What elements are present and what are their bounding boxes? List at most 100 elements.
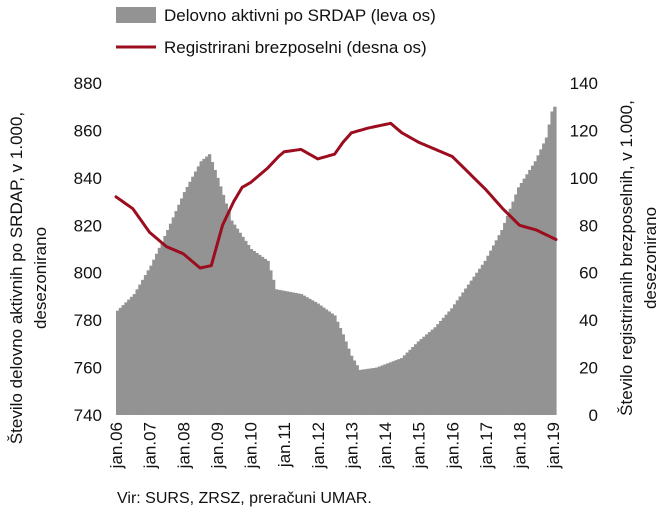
- employment-bar: [419, 339, 423, 415]
- employment-bar: [475, 272, 479, 415]
- employment-bar: [154, 253, 159, 415]
- employment-bar: [369, 368, 373, 415]
- x-tick-label: jan.06: [107, 422, 126, 469]
- employment-bar: [232, 224, 237, 415]
- employment-bar: [249, 249, 254, 415]
- legend: Delovno aktivni po SRDAP (leva os) Regis…: [116, 6, 436, 57]
- employment-bar: [402, 355, 407, 415]
- x-axis-ticks: jan.06 jan.07 jan.08 jan.09 jan.10 jan.11 jan.…: [107, 422, 563, 469]
- employment-bar: [533, 161, 538, 415]
- employment-bar: [196, 166, 201, 415]
- employment-bar: [227, 212, 231, 415]
- legend-label-unemployed: Registrirani brezposelni (desna os): [164, 38, 427, 57]
- employment-bar: [539, 149, 543, 415]
- x-tick-label: jan.10: [242, 422, 261, 469]
- employment-bar: [299, 294, 304, 415]
- employment-bar: [386, 363, 390, 415]
- right-tick-label: 120: [570, 121, 598, 140]
- employment-bar: [210, 162, 215, 415]
- employment-bar: [330, 313, 334, 415]
- employment-bar: [511, 201, 515, 415]
- employment-bar: [349, 355, 354, 415]
- right-axis-title-line1: Število registriranih brezposelnih, v 1.…: [617, 100, 636, 416]
- employment-bar: [146, 270, 151, 415]
- employment-bar: [143, 275, 148, 415]
- employment-bar: [397, 359, 401, 415]
- employment-bar: [160, 241, 164, 415]
- employment-bar: [308, 298, 312, 415]
- employment-bar: [132, 294, 137, 415]
- employment-bar: [333, 315, 337, 415]
- employment-bar: [494, 240, 499, 415]
- left-axis-title-line1: Število delovno aktivnih po SRDAP, v 1.0…: [7, 112, 26, 444]
- employment-bar: [129, 296, 134, 415]
- employment-bar: [319, 305, 323, 415]
- employment-bar: [517, 187, 521, 415]
- employment-bar: [327, 311, 332, 415]
- employment-bar: [193, 171, 198, 415]
- employment-bar: [266, 260, 270, 415]
- employment-bar: [127, 299, 131, 415]
- employment-bar: [182, 192, 187, 415]
- left-tick-label: 740: [74, 406, 102, 425]
- employment-bar: [425, 334, 429, 415]
- employment-bar: [450, 308, 454, 415]
- employment-bar: [491, 245, 496, 415]
- employment-bar: [213, 169, 217, 415]
- employment-bar: [422, 336, 426, 415]
- employment-bar: [338, 328, 343, 415]
- employment-bar: [224, 203, 228, 415]
- employment-bar: [188, 181, 192, 415]
- employment-bar: [283, 290, 287, 415]
- employment-bar: [258, 254, 262, 415]
- employment-bar: [302, 295, 306, 415]
- legend-label-employed: Delovno aktivni po SRDAP (leva os): [164, 6, 436, 25]
- employment-bar: [238, 232, 242, 415]
- employment-bar: [180, 198, 184, 415]
- x-tick-label: jan.17: [477, 422, 496, 469]
- employment-bar: [411, 347, 415, 415]
- employment-bar: [436, 324, 440, 415]
- employment-bars: [116, 106, 557, 416]
- x-tick-label: jan.18: [511, 422, 530, 469]
- employment-bar: [355, 365, 359, 415]
- employment-bar: [447, 311, 451, 415]
- employment-bar: [380, 365, 384, 415]
- employment-bar: [374, 367, 379, 415]
- x-tick-label: jan.15: [410, 422, 429, 469]
- employment-bar: [168, 223, 173, 415]
- employment-bar: [444, 314, 448, 415]
- right-tick-label: 60: [579, 264, 598, 283]
- employment-bar: [553, 106, 557, 416]
- employment-bar: [483, 260, 487, 415]
- employment-bar: [263, 258, 267, 415]
- employment-bar: [199, 161, 203, 415]
- employment-bar: [163, 235, 167, 415]
- x-tick-label: jan.13: [342, 422, 361, 469]
- employment-bar: [260, 256, 265, 415]
- employment-bar: [439, 320, 443, 415]
- employment-bar: [246, 244, 251, 415]
- employment-bar: [141, 279, 145, 415]
- employment-bar: [452, 304, 457, 415]
- employment-bar: [241, 236, 245, 415]
- employment-bar: [171, 217, 176, 415]
- right-tick-label: 100: [570, 169, 598, 188]
- employment-bar: [500, 230, 504, 415]
- employment-bar: [394, 360, 398, 415]
- employment-bar: [219, 186, 223, 415]
- x-tick-label: jan.09: [208, 422, 227, 469]
- employment-bar: [472, 276, 476, 415]
- employment-bar: [466, 284, 471, 415]
- employment-bar: [230, 220, 234, 415]
- employment-bar: [297, 293, 301, 415]
- employment-bar: [427, 332, 432, 415]
- employment-bar: [116, 310, 120, 415]
- x-tick-label: jan.12: [309, 422, 328, 469]
- employment-bar: [455, 300, 460, 415]
- employment-bar: [255, 252, 259, 415]
- employment-bar: [202, 158, 206, 415]
- employment-bar: [352, 360, 357, 415]
- employment-bar: [185, 186, 189, 415]
